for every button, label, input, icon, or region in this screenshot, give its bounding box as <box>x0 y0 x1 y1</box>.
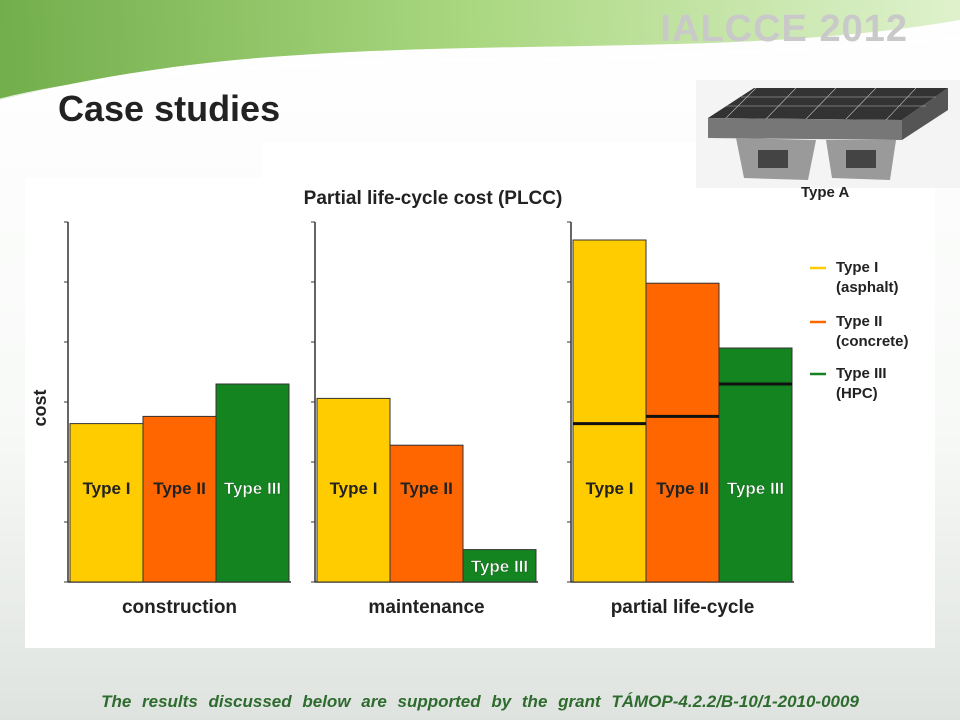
bar-0-0 <box>69 423 144 583</box>
bar-0-2 <box>215 383 290 583</box>
legend-sublabel: (HPC) <box>836 385 878 402</box>
group-label: maintenance <box>368 597 484 618</box>
chart-legend: Type I (asphalt) Type II (concrete) Type III… <box>810 259 909 402</box>
chart-title: Partial life-cycle cost (PLCC) <box>304 188 563 209</box>
legend-sublabel: (asphalt) <box>836 279 899 296</box>
grant-footer: The results discussed below are supporte… <box>101 692 859 711</box>
bar-2-0 <box>572 239 647 583</box>
bar-2-2 <box>718 347 793 583</box>
bridge-mesh-image <box>696 80 960 188</box>
bar-label: Type II <box>400 479 453 498</box>
group-label: partial life-cycle <box>611 597 755 618</box>
figure-caption: Type A <box>801 184 850 201</box>
bar-0-1 <box>142 415 217 583</box>
bar-label: Type I <box>586 479 634 498</box>
slide-title: Case studies <box>58 88 281 129</box>
conference-name: IALCCE 2012 <box>660 8 908 50</box>
bar-2-1 <box>645 282 720 583</box>
bar-label: Type II <box>656 479 709 498</box>
bar-label: Type I <box>83 479 131 498</box>
legend-sublabel: (concrete) <box>836 333 909 350</box>
y-axis-label: cost <box>30 389 50 426</box>
bars-layer: Type I Type II Type III construction Type I T… <box>64 221 794 618</box>
group-label: construction <box>122 597 237 618</box>
header-swoosh <box>0 0 960 102</box>
chart-panel-top <box>262 142 702 182</box>
legend-label: Type III <box>836 365 887 382</box>
bar-label: Type III <box>224 479 281 498</box>
bar-label: Type III <box>727 479 784 498</box>
legend-label: Type I <box>836 259 878 276</box>
legend-label: Type II <box>836 313 882 330</box>
bar-1-2 <box>462 549 537 583</box>
bar-1-1 <box>389 444 464 583</box>
bar-label: Type III <box>471 557 528 576</box>
bar-label: Type II <box>153 479 206 498</box>
bar-1-0 <box>316 397 391 583</box>
bar-label: Type I <box>330 479 378 498</box>
